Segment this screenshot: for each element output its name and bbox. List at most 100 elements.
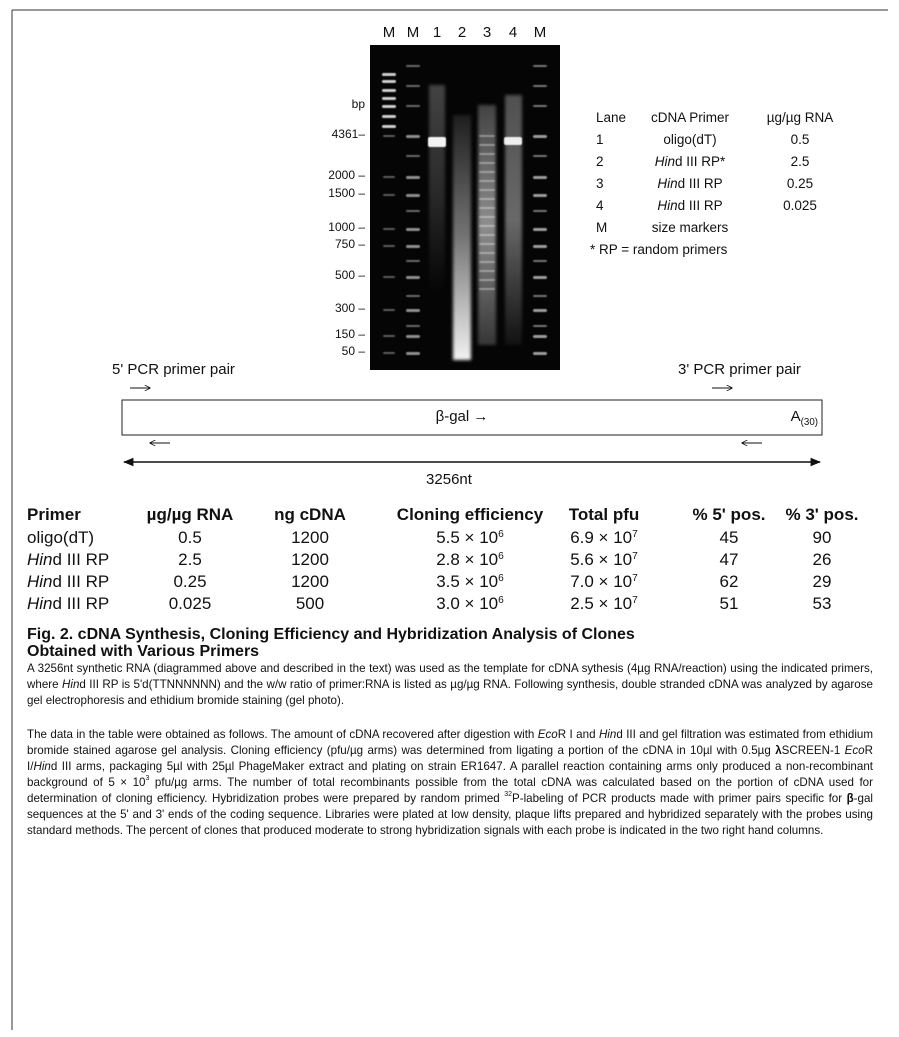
lane-label: 3: [483, 24, 491, 41]
legend-footnote: * RP = random primers: [590, 242, 727, 257]
table-cell: 3.0 × 106: [436, 594, 504, 614]
gel-band: [479, 153, 495, 155]
table-cell: 2.5: [178, 550, 202, 570]
legend-primer: oligo(dT): [663, 132, 716, 147]
gel-band: [406, 194, 420, 197]
size-marker: 150 –: [305, 327, 365, 341]
legend-lane: M: [596, 220, 607, 235]
table-cell: 53: [813, 594, 832, 614]
gel-band: [382, 97, 396, 100]
table-cell: 62: [720, 572, 739, 592]
lane-label: 2: [458, 24, 466, 41]
gel-band: [406, 135, 420, 138]
table-cell: 3.5 × 106: [436, 572, 504, 592]
gel-band: [533, 135, 547, 138]
gel-band: [406, 105, 420, 107]
text: Hin: [657, 176, 677, 191]
text: Eco: [538, 728, 558, 741]
table-cell: 6.9 × 107: [570, 528, 638, 548]
text: 3.0 × 10: [436, 594, 498, 613]
text: d III RP: [53, 572, 110, 591]
size-marker: 1500 –: [305, 186, 365, 200]
gel-smear: [453, 115, 471, 360]
gel-band: [383, 194, 395, 196]
gel-band: [533, 65, 547, 67]
gel-band: [479, 243, 495, 245]
gel-band: [479, 261, 495, 263]
text: The data in the table were obtained as f…: [27, 728, 538, 741]
table-header: % 3' pos.: [785, 505, 858, 525]
gel-photo: [370, 45, 560, 370]
table-cell: 7.0 × 107: [570, 572, 638, 592]
size-marker: 300 –: [305, 301, 365, 315]
text: Hin: [655, 154, 675, 169]
gel-band: [533, 155, 547, 157]
text: P-labeling of PCR products made with pri…: [512, 792, 847, 805]
legend-lane: 1: [596, 132, 604, 147]
gel-band: [533, 335, 547, 338]
caption-paragraph: The data in the table were obtained as f…: [27, 727, 873, 839]
table-cell: 0.25: [173, 572, 206, 592]
gel-band: [533, 276, 547, 279]
size-unit: bp: [305, 97, 365, 111]
gel-band: [382, 80, 396, 83]
text: 5.5 × 10: [436, 528, 498, 547]
gel-band: [533, 210, 547, 212]
table-header: Primer: [27, 505, 81, 525]
legend-header: cDNA Primer: [651, 110, 729, 125]
table-cell: 51: [720, 594, 739, 614]
text: oligo(dT): [663, 132, 716, 147]
legend-primer: size markers: [652, 220, 729, 235]
table-cell: 1200: [291, 572, 329, 592]
table-cell: 45: [720, 528, 739, 548]
lane-label: 1: [433, 24, 441, 41]
page: Fig. 2 {"gel": {"lane_labels": ["M", "M"…: [0, 0, 899, 1037]
legend-primer: Hind III RP*: [655, 154, 726, 169]
lane-label: M: [383, 24, 396, 41]
gel-band: [406, 352, 420, 355]
gel-band: [383, 135, 395, 137]
gel-band: [406, 245, 420, 248]
gel-band: [406, 176, 420, 179]
table-cell: 90: [813, 528, 832, 548]
text: d III RP: [678, 198, 723, 213]
gel-band: [479, 216, 495, 218]
caption-title: Fig. 2. cDNA Synthesis, Cloning Efficien…: [27, 626, 635, 644]
table-cell: 47: [720, 550, 739, 570]
gel-band: [382, 115, 396, 118]
gel-band: [383, 309, 395, 311]
table-header: Total pfu: [569, 505, 640, 525]
text: d III RP: [53, 594, 110, 613]
gel-band: [479, 207, 495, 209]
lane-label: 4: [509, 24, 517, 41]
gel-band: [428, 137, 446, 147]
gel-band: [533, 260, 547, 262]
text: 3.5 × 10: [436, 572, 498, 591]
gel-band: [383, 245, 395, 247]
legend-ratio: 2.5: [791, 154, 810, 169]
legend-lane: 2: [596, 154, 604, 169]
gel-band: [382, 125, 396, 128]
gene-label: β-gal →: [436, 408, 489, 425]
gel-band: [382, 105, 396, 108]
gel-band: [383, 176, 395, 178]
legend-header: µg/µg RNA: [767, 110, 834, 125]
text: R I and: [558, 728, 599, 741]
size-marker: 500 –: [305, 268, 365, 282]
gel-band: [533, 176, 547, 179]
gel-band: [504, 137, 522, 145]
text: 7: [632, 595, 638, 606]
legend-ratio: 0.025: [783, 198, 817, 213]
legend-header: Lane: [596, 110, 626, 125]
length-label: 3256nt: [426, 471, 472, 488]
gel-band: [479, 171, 495, 173]
text: 32: [504, 791, 512, 798]
gel-band: [406, 276, 420, 279]
text: Hin: [27, 594, 53, 613]
gel-band: [406, 210, 420, 212]
gel-band: [383, 335, 395, 337]
gel-band: [533, 325, 547, 327]
text: Hin: [599, 728, 616, 741]
gel-band: [533, 309, 547, 312]
text: 5.6 × 10: [570, 550, 632, 569]
